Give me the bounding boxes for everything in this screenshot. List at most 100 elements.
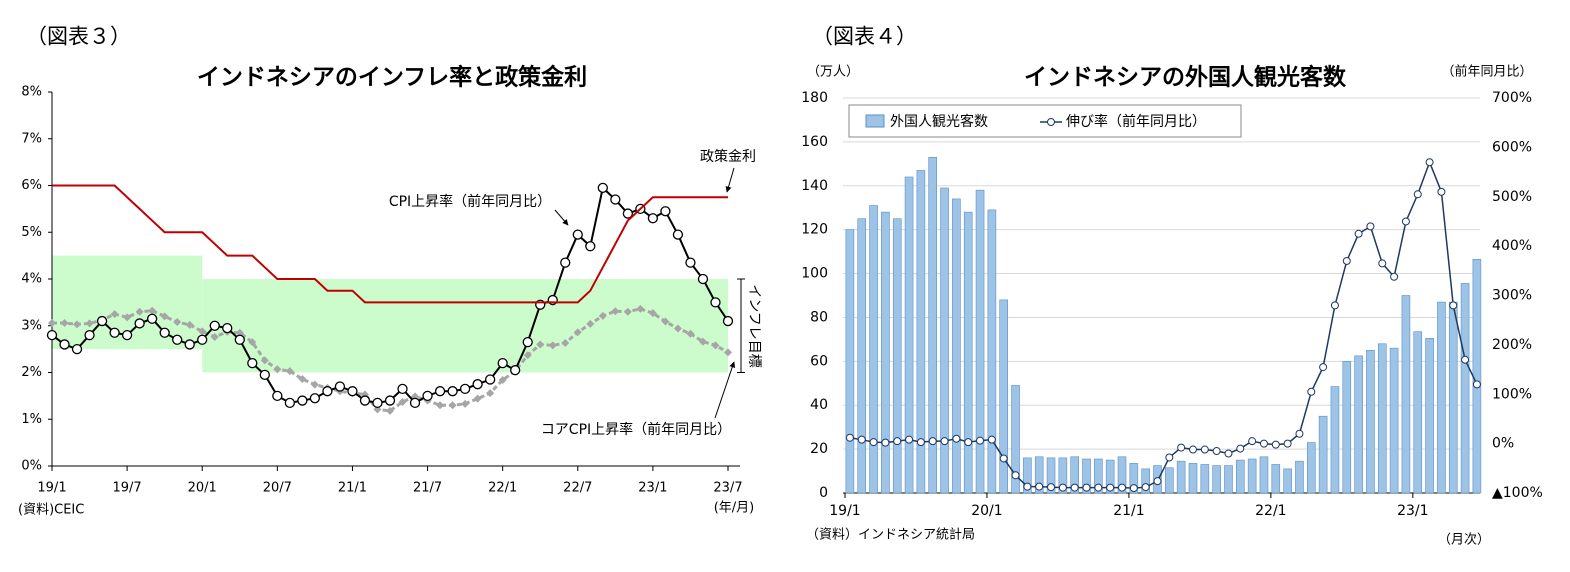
point xyxy=(1236,444,1245,453)
point xyxy=(1378,259,1387,268)
point xyxy=(724,348,732,357)
point xyxy=(297,395,308,406)
point xyxy=(309,393,321,404)
point xyxy=(685,257,696,268)
band-label: インフレ目標 xyxy=(746,284,762,368)
point xyxy=(123,313,132,322)
point xyxy=(298,375,307,384)
point xyxy=(110,310,119,319)
bar xyxy=(1247,458,1257,494)
x-tick-label: 22/1 xyxy=(1255,503,1286,519)
legend-label: 伸び率（前年同月比） xyxy=(1066,113,1206,130)
point xyxy=(722,315,734,327)
point xyxy=(1212,447,1221,456)
point xyxy=(940,437,949,446)
point xyxy=(1437,187,1446,196)
point xyxy=(197,334,208,345)
bar xyxy=(1295,460,1304,494)
point xyxy=(448,401,457,410)
x-unit: (年/月) xyxy=(714,501,755,516)
point xyxy=(1449,301,1458,310)
point xyxy=(73,320,82,329)
legend-swatch xyxy=(865,114,885,128)
point xyxy=(1177,443,1186,452)
point xyxy=(359,395,371,406)
point xyxy=(586,319,595,328)
point xyxy=(697,273,709,285)
point xyxy=(1165,453,1174,462)
series-line xyxy=(52,184,728,304)
point xyxy=(484,374,496,385)
point xyxy=(1129,484,1138,493)
y2-tick-label: 300% xyxy=(1492,288,1532,304)
point xyxy=(1248,437,1257,446)
y2-tick-label: 700% xyxy=(1492,90,1532,106)
point xyxy=(173,318,182,327)
point xyxy=(409,397,421,409)
point xyxy=(310,380,319,389)
y2-tick-label: 100% xyxy=(1492,386,1532,402)
bar xyxy=(1070,456,1079,494)
figure-label: （図表３） xyxy=(26,25,131,49)
point xyxy=(146,313,158,324)
bar xyxy=(1188,463,1198,494)
point xyxy=(1141,483,1150,492)
point xyxy=(248,338,257,347)
point xyxy=(498,375,507,384)
y-tick-label: 160 xyxy=(801,134,828,150)
point xyxy=(1413,190,1422,199)
point xyxy=(623,307,632,316)
point xyxy=(259,369,270,380)
series-label: コアCPI上昇率（前年同月比） xyxy=(541,421,731,438)
bar xyxy=(1413,331,1423,494)
point xyxy=(185,320,194,329)
point xyxy=(698,337,707,346)
point xyxy=(1011,471,1020,480)
point xyxy=(473,394,482,403)
point xyxy=(710,297,721,308)
point xyxy=(673,324,682,333)
bar xyxy=(845,229,855,494)
bar xyxy=(1212,465,1221,494)
point xyxy=(1461,355,1470,364)
bar xyxy=(1046,457,1056,494)
point xyxy=(976,436,985,445)
point xyxy=(1390,272,1399,281)
bar xyxy=(1306,442,1316,494)
y-tick-label: 0 xyxy=(819,485,828,501)
bar xyxy=(1389,347,1399,494)
point xyxy=(648,309,657,318)
point xyxy=(572,229,583,240)
bar xyxy=(940,187,949,494)
point xyxy=(1070,483,1079,492)
bar xyxy=(1224,465,1233,494)
point xyxy=(1283,439,1292,448)
point xyxy=(1330,301,1339,310)
point xyxy=(711,341,720,350)
bar xyxy=(1259,456,1269,494)
point xyxy=(59,339,70,350)
series-label: CPI上昇率（前年同月比） xyxy=(389,193,551,210)
figure-label: （図表４） xyxy=(812,25,917,49)
arrow xyxy=(714,361,736,419)
point xyxy=(881,438,890,447)
bar xyxy=(1236,459,1245,494)
point xyxy=(121,329,133,341)
point xyxy=(222,322,233,334)
bar xyxy=(892,218,902,494)
point xyxy=(184,339,195,350)
y-tick-label: 180 xyxy=(801,90,828,106)
point xyxy=(893,437,902,446)
point xyxy=(247,357,258,369)
bar xyxy=(1117,456,1127,494)
bar xyxy=(987,209,997,494)
x-tick-label: 21/7 xyxy=(413,481,442,496)
bar xyxy=(1011,385,1020,494)
bar xyxy=(1366,350,1375,494)
point xyxy=(436,401,445,410)
bar xyxy=(916,170,926,494)
bar xyxy=(1354,355,1363,494)
bar xyxy=(999,299,1009,494)
bar xyxy=(1023,457,1032,494)
